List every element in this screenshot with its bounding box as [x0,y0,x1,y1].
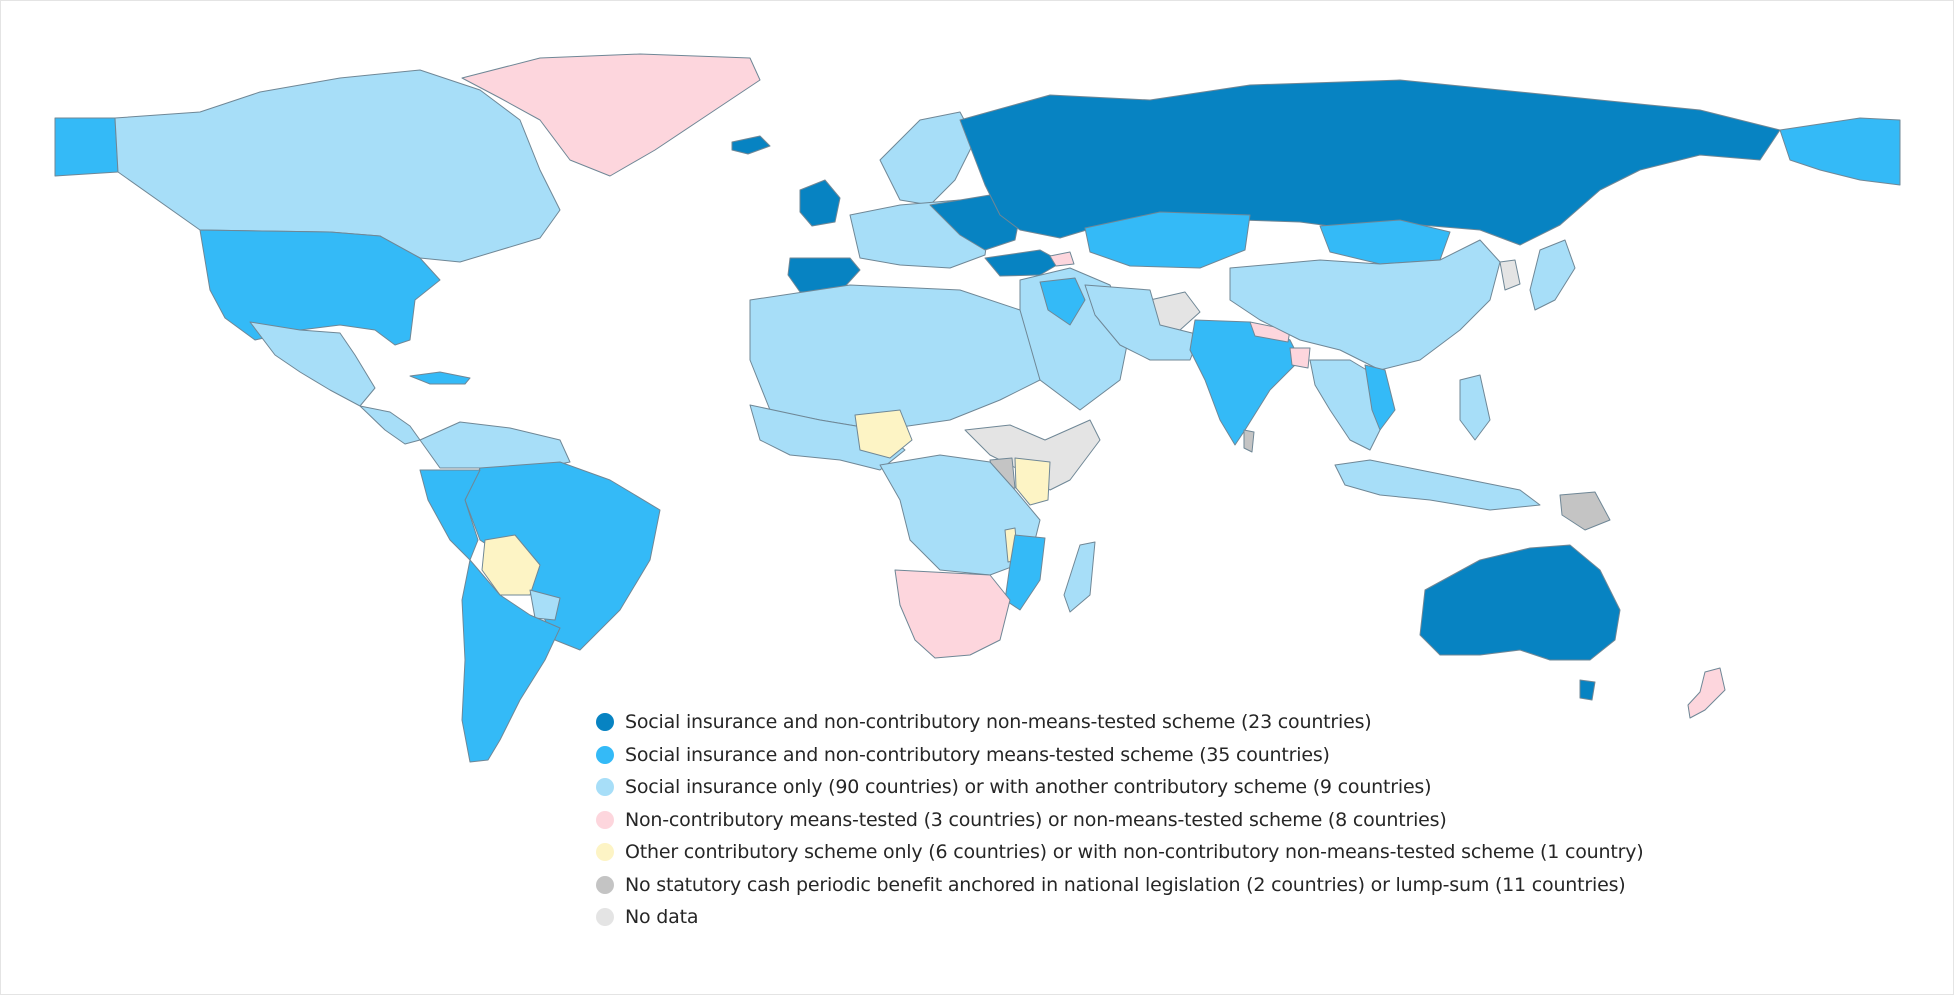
region-china[interactable] [1229,239,1501,371]
region-uk-ireland[interactable] [799,179,841,227]
region-northern-south-america[interactable] [419,421,571,471]
region-peru-ecuador[interactable] [419,469,481,561]
legend-label: No data [625,906,699,929]
legend-item: No statutory cash periodic benefit ancho… [596,869,1796,902]
region-papua-new-guinea[interactable] [1559,491,1611,531]
region-mainland-southeast-asia[interactable] [1309,359,1386,451]
region-alaska[interactable] [54,117,119,177]
region-korea[interactable] [1499,259,1521,291]
region-kenya[interactable] [1014,457,1051,506]
region-mozambique[interactable] [1004,534,1046,611]
region-north-africa[interactable] [749,284,1041,431]
region-bangladesh[interactable] [1289,347,1311,369]
legend-item: Social insurance and non-contributory no… [596,706,1796,739]
region-caucasus[interactable] [1049,251,1075,267]
legend-swatch-icon [596,778,614,797]
region-indonesia[interactable] [1334,459,1541,511]
region-iraq-syria[interactable] [1039,277,1086,326]
region-mexico[interactable] [249,321,376,407]
region-brazil[interactable] [464,461,661,651]
region-australia[interactable] [1419,544,1621,661]
region-nigeria[interactable] [854,409,913,459]
region-greenland[interactable] [461,53,761,177]
legend-swatch-icon [596,713,614,732]
region-central-america[interactable] [359,405,421,445]
region-turkey[interactable] [984,249,1063,277]
legend-item: Other contributory scheme only (6 countr… [596,836,1796,869]
legend-swatch-icon [596,875,614,894]
region-scandinavia[interactable] [879,111,976,206]
region-usa[interactable] [199,229,441,346]
region-iran-pakistan[interactable] [1084,284,1201,361]
region-paraguay[interactable] [529,589,561,621]
legend-item: Social insurance only (90 countries) or … [596,771,1796,804]
legend-item: Non-contributory means-tested (3 countri… [596,804,1796,837]
region-iceland[interactable] [731,135,771,155]
region-bolivia[interactable] [481,534,541,596]
region-chukotka[interactable] [1779,117,1901,186]
legend-label: Social insurance and non-contributory no… [625,711,1372,734]
legend-label: No statutory cash periodic benefit ancho… [625,873,1626,896]
legend-label: Non-contributory means-tested (3 countri… [625,808,1447,831]
region-sri-lanka[interactable] [1243,429,1255,453]
region-caribbean[interactable] [409,371,471,385]
legend-item: Social insurance and non-contributory me… [596,739,1796,772]
legend-label: Social insurance and non-contributory me… [625,743,1330,766]
region-russia[interactable] [959,79,1781,246]
region-tasmania[interactable] [1579,679,1596,701]
region-southern-africa[interactable] [894,569,1011,659]
region-kazakhstan[interactable] [1084,211,1251,269]
legend-label: Other contributory scheme only (6 countr… [625,841,1644,864]
region-new-zealand[interactable] [1687,667,1726,719]
region-mongolia[interactable] [1319,219,1451,265]
region-argentina-chile[interactable] [461,559,561,763]
legend-label: Social insurance only (90 countries) or … [625,776,1432,799]
region-philippines[interactable] [1459,374,1491,441]
legend-swatch-icon [596,843,614,862]
legend-item: No data [596,901,1796,934]
legend-swatch-icon [596,745,614,764]
legend-swatch-icon [596,810,614,829]
region-vietnam[interactable] [1364,364,1396,431]
map-legend: Social insurance and non-contributory no… [596,706,1796,934]
region-west-africa[interactable] [749,404,906,471]
legend-swatch-icon [596,908,614,927]
region-madagascar[interactable] [1063,541,1096,613]
region-japan[interactable] [1529,239,1576,311]
